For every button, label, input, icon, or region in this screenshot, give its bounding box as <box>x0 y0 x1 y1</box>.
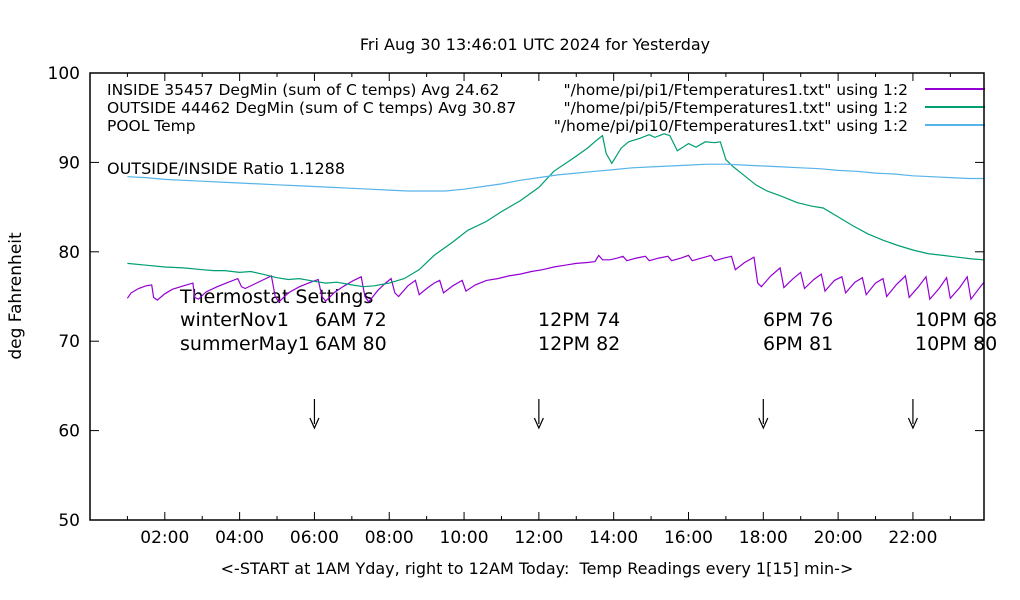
y-axis-label: deg Fahrenheit <box>6 232 26 360</box>
x-tick-label: 20:00 <box>814 528 863 548</box>
x-axis-label: <-START at 1AM Yday, right to 12AM Today… <box>220 559 854 578</box>
thermostat-winter-6pm: 6PM 76 <box>763 309 834 331</box>
thermostat-summer-12pm: 12PM 82 <box>538 333 621 355</box>
x-tick-label: 18:00 <box>739 528 788 548</box>
y-tick-label: 50 <box>58 511 80 531</box>
outside-inside-ratio-text: OUTSIDE/INSIDE Ratio 1.1288 <box>107 159 345 178</box>
thermostat-summer-6pm: 6PM 81 <box>763 333 834 355</box>
y-tick-label: 90 <box>58 153 80 173</box>
y-tick-label: 100 <box>48 64 80 84</box>
x-tick-label: 04:00 <box>215 528 264 548</box>
x-tick-label: 16:00 <box>664 528 713 548</box>
thermostat-winter-6am: 6AM 72 <box>315 309 387 331</box>
series-line-outside <box>127 133 984 288</box>
thermostat-summer-10pm: 10PM 80 <box>915 333 998 355</box>
legend-label-inside: INSIDE 35457 DegMin (sum of C temps) Avg… <box>107 81 500 99</box>
down-arrow-head-icon <box>533 417 544 430</box>
y-tick-label: 80 <box>58 243 80 263</box>
thermostat-winter-10pm: 10PM 68 <box>915 309 998 331</box>
legend-label-outside: OUTSIDE 44462 DegMin (sum of C temps) Av… <box>107 99 517 117</box>
legend-file-pool: "/home/pi/pi10/Ftemperatures1.txt" using… <box>553 117 908 135</box>
x-tick-label: 14:00 <box>589 528 638 548</box>
down-arrow-head-icon <box>907 417 918 430</box>
y-tick-label: 60 <box>58 422 80 442</box>
down-arrow-head-icon <box>758 417 769 430</box>
y-tick-label: 70 <box>58 332 80 352</box>
thermostat-winter-label: winterNov1 <box>180 309 289 331</box>
thermostat-winter-12pm: 12PM 74 <box>538 309 621 331</box>
x-tick-label: 06:00 <box>290 528 339 548</box>
down-arrow-head-icon <box>309 417 320 430</box>
legend-label-pool: POOL Temp <box>107 117 196 135</box>
legend-line-inside-icon <box>925 88 985 90</box>
legend-line-outside-icon <box>925 106 985 108</box>
x-tick-label: 10:00 <box>440 528 489 548</box>
legend-file-outside: "/home/pi/pi5/Ftemperatures1.txt" using … <box>563 99 908 117</box>
thermostat-summer-6am: 6AM 80 <box>315 333 387 355</box>
legend-line-pool-icon <box>925 124 985 126</box>
x-tick-label: 02:00 <box>140 528 189 548</box>
x-tick-label: 22:00 <box>888 528 937 548</box>
thermostat-summer-label: summerMay1 <box>180 333 310 355</box>
x-tick-label: 12:00 <box>514 528 563 548</box>
x-tick-label: 08:00 <box>365 528 414 548</box>
legend-file-inside: "/home/pi/pi1/Ftemperatures1.txt" using … <box>563 81 908 99</box>
thermostat-title: Thermostat Settings <box>180 286 374 308</box>
chart-title: Fri Aug 30 13:46:01 UTC 2024 for Yesterd… <box>359 35 711 54</box>
